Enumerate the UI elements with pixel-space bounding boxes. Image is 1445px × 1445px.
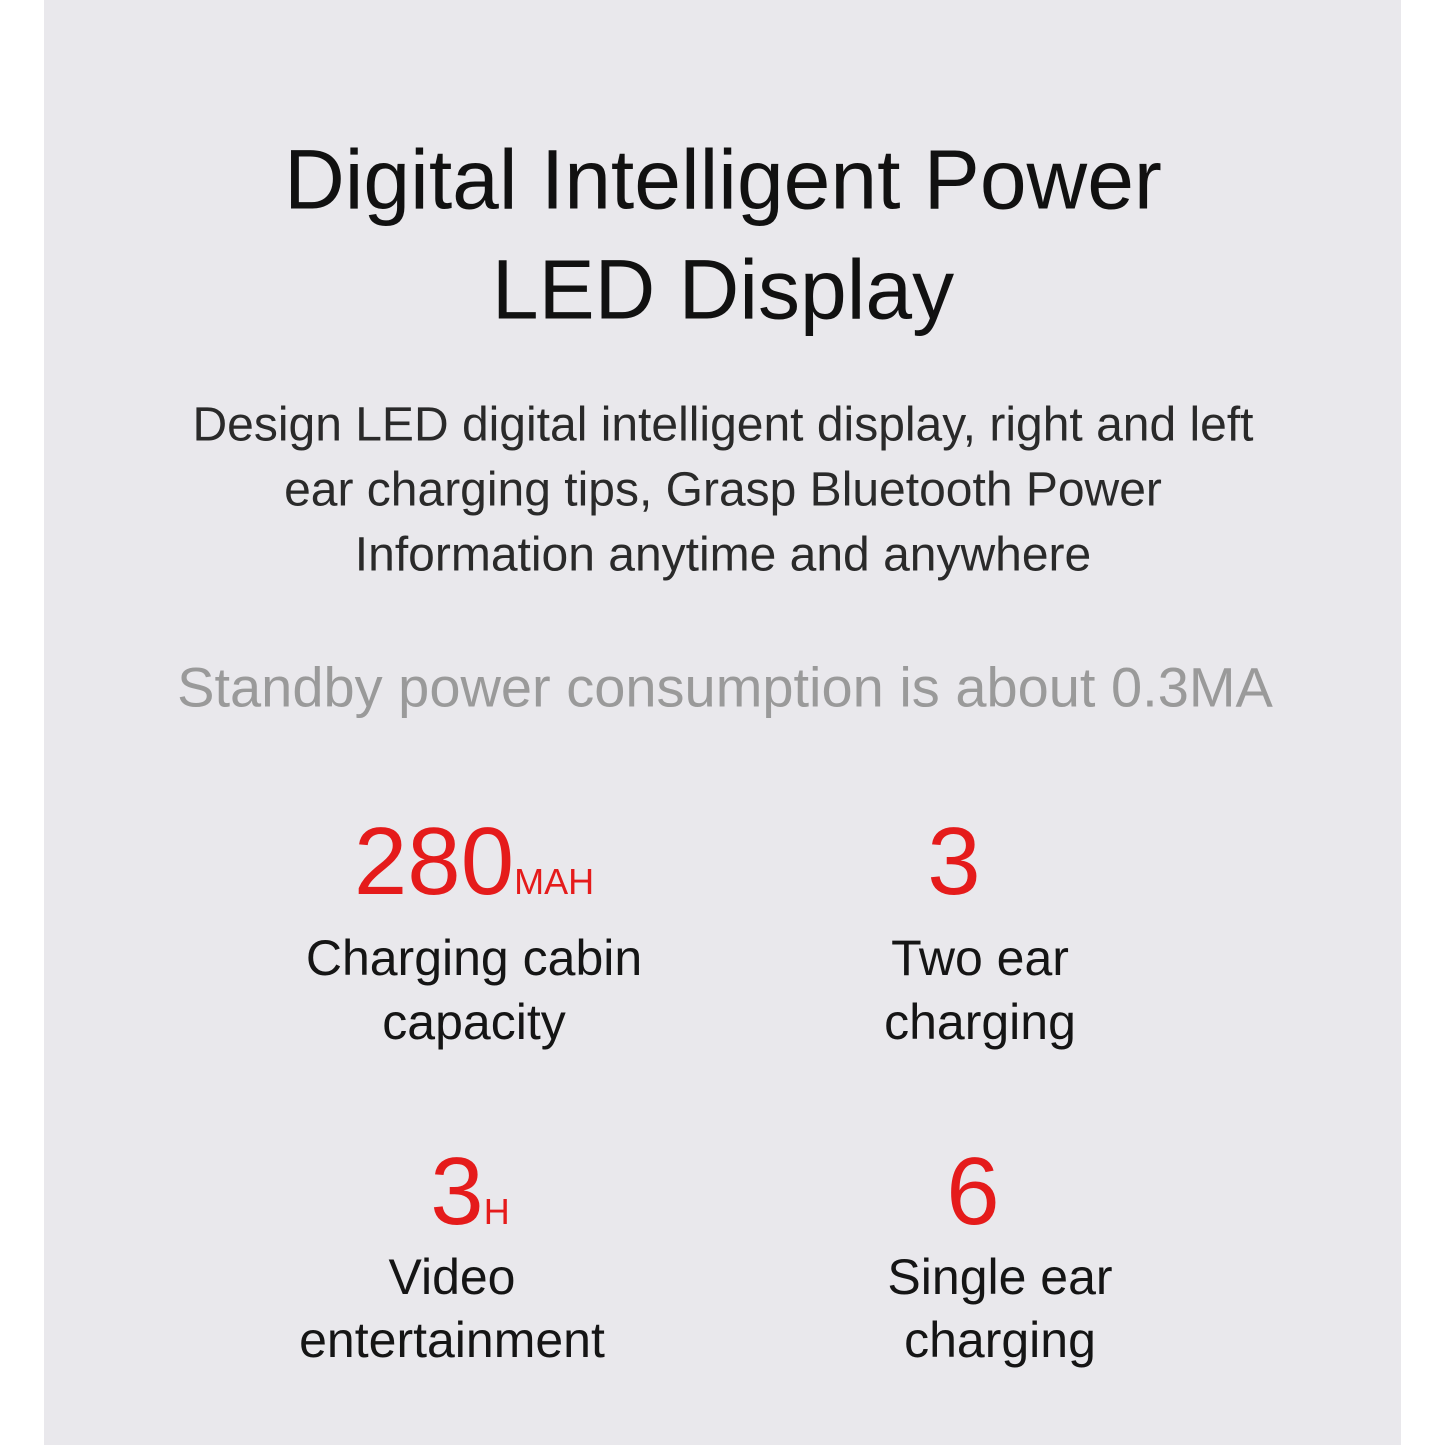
description-line: Design LED digital intelligent display, …	[192, 398, 1254, 452]
stat-value: 3	[927, 814, 980, 910]
stat-label: Two ear	[891, 930, 1069, 986]
stat-number: 3	[927, 808, 981, 915]
description-line: Information anytime and anywhere	[354, 528, 1092, 582]
stat-unit: H	[483, 1191, 510, 1232]
stat-number: 6	[946, 1138, 1000, 1245]
standby-note: Standby power consumption is about 0.3MA	[177, 655, 1273, 719]
panel: Digital Intelligent Power LED Display De…	[44, 0, 1401, 1445]
description-line: ear charging tips, Grasp Bluetooth Power	[284, 463, 1162, 517]
stat-label: charging	[904, 1312, 1096, 1368]
stat-value: 3H	[430, 1144, 509, 1240]
stat-label: capacity	[382, 994, 566, 1050]
stat-value: 280MAH	[354, 814, 594, 910]
stat-label: Single ear	[887, 1249, 1113, 1305]
title-line: Digital Intelligent Power	[284, 132, 1162, 227]
stat-number: 280	[353, 808, 515, 915]
stat-label: charging	[884, 994, 1076, 1050]
title-line: LED Display	[491, 242, 955, 337]
stat-label: Video	[388, 1249, 516, 1305]
stat-label: Charging cabin	[305, 930, 643, 986]
stat-label: entertainment	[299, 1312, 605, 1368]
stat-number: 3	[430, 1138, 484, 1245]
stat-value: 6	[946, 1144, 999, 1240]
stat-unit: MAH	[514, 861, 595, 902]
